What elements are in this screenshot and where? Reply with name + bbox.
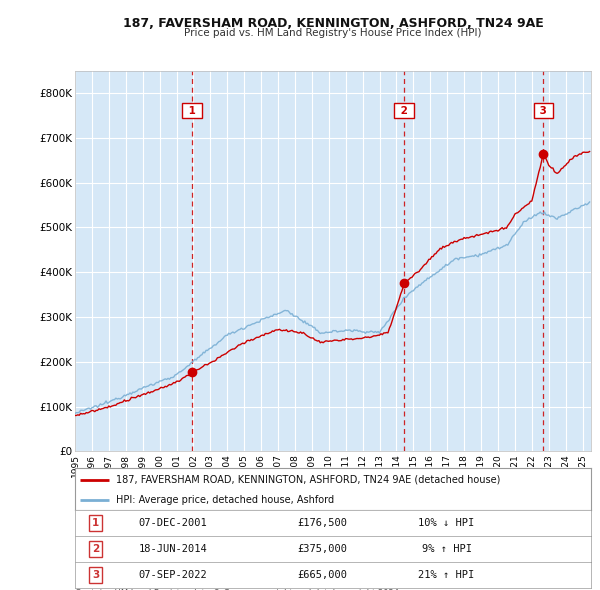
Text: Contains HM Land Registry data © Crown copyright and database right 2024.: Contains HM Land Registry data © Crown c… xyxy=(75,589,401,590)
Text: 07-DEC-2001: 07-DEC-2001 xyxy=(139,519,208,528)
Text: £176,500: £176,500 xyxy=(298,519,347,528)
Text: £375,000: £375,000 xyxy=(298,545,347,554)
Text: £665,000: £665,000 xyxy=(298,571,347,580)
Text: 1: 1 xyxy=(185,106,199,116)
Text: HPI: Average price, detached house, Ashford: HPI: Average price, detached house, Ashf… xyxy=(116,495,334,504)
Text: 07-SEP-2022: 07-SEP-2022 xyxy=(139,571,208,580)
Text: 2: 2 xyxy=(92,545,99,554)
Text: 9% ↑ HPI: 9% ↑ HPI xyxy=(422,545,472,554)
Text: 187, FAVERSHAM ROAD, KENNINGTON, ASHFORD, TN24 9AE: 187, FAVERSHAM ROAD, KENNINGTON, ASHFORD… xyxy=(122,17,544,30)
Text: 1: 1 xyxy=(92,519,99,528)
Text: 3: 3 xyxy=(536,106,551,116)
Text: Price paid vs. HM Land Registry's House Price Index (HPI): Price paid vs. HM Land Registry's House … xyxy=(184,28,482,38)
Text: 3: 3 xyxy=(92,571,99,580)
Text: 187, FAVERSHAM ROAD, KENNINGTON, ASHFORD, TN24 9AE (detached house): 187, FAVERSHAM ROAD, KENNINGTON, ASHFORD… xyxy=(116,475,500,485)
Text: 21% ↑ HPI: 21% ↑ HPI xyxy=(418,571,475,580)
Text: 10% ↓ HPI: 10% ↓ HPI xyxy=(418,519,475,528)
Text: 2: 2 xyxy=(397,106,412,116)
Text: 18-JUN-2014: 18-JUN-2014 xyxy=(139,545,208,554)
